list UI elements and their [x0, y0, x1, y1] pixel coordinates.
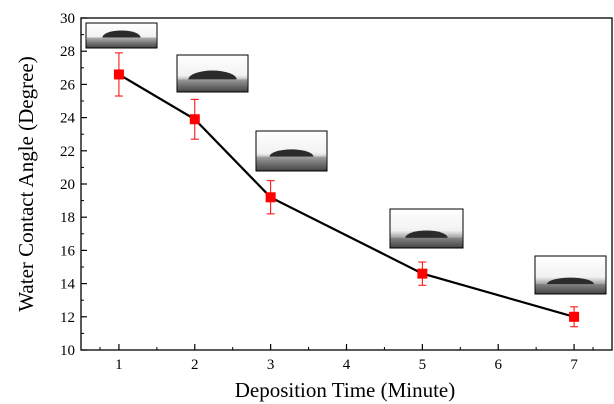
x-tick-label: 6: [494, 357, 502, 373]
y-tick-label: 10: [60, 343, 75, 359]
y-axis-title: Water Contact Angle (Degree): [14, 56, 38, 311]
y-tick-label: 30: [60, 11, 75, 27]
series-line: [118, 73, 575, 318]
y-tick-label: 20: [60, 177, 75, 193]
y-tick-label: 22: [60, 144, 75, 160]
data-point-marker: [113, 69, 124, 80]
droplet-image-1min: [85, 22, 158, 49]
plot-area: [113, 52, 580, 328]
y-tick-label: 28: [60, 44, 75, 60]
x-tick-label: 4: [343, 357, 351, 373]
x-tick-label: 2: [191, 357, 199, 373]
data-point-marker: [569, 311, 580, 322]
x-tick-label: 5: [419, 357, 427, 373]
y-tick-label: 26: [60, 77, 76, 93]
y-tick-label: 18: [60, 210, 75, 226]
y-tick-label: 12: [60, 310, 75, 326]
data-point-marker: [417, 268, 428, 279]
x-tick-label: 3: [267, 357, 275, 373]
x-tick-label: 1: [115, 357, 123, 373]
droplet-image-7min: [534, 255, 607, 295]
droplet-image-5min: [389, 208, 464, 249]
data-point-marker: [265, 192, 276, 203]
droplet-image-2min: [176, 54, 249, 93]
x-axis-title: Deposition Time (Minute): [235, 378, 456, 402]
y-tick-label: 16: [60, 243, 76, 259]
plot-frame: [80, 17, 613, 351]
y-tick-label: 24: [60, 111, 76, 127]
inset-images: [85, 22, 607, 295]
y-tick-label: 14: [60, 277, 76, 293]
data-point-marker: [189, 114, 200, 125]
droplet-image-3min: [255, 130, 328, 172]
x-tick-label: 7: [570, 357, 578, 373]
